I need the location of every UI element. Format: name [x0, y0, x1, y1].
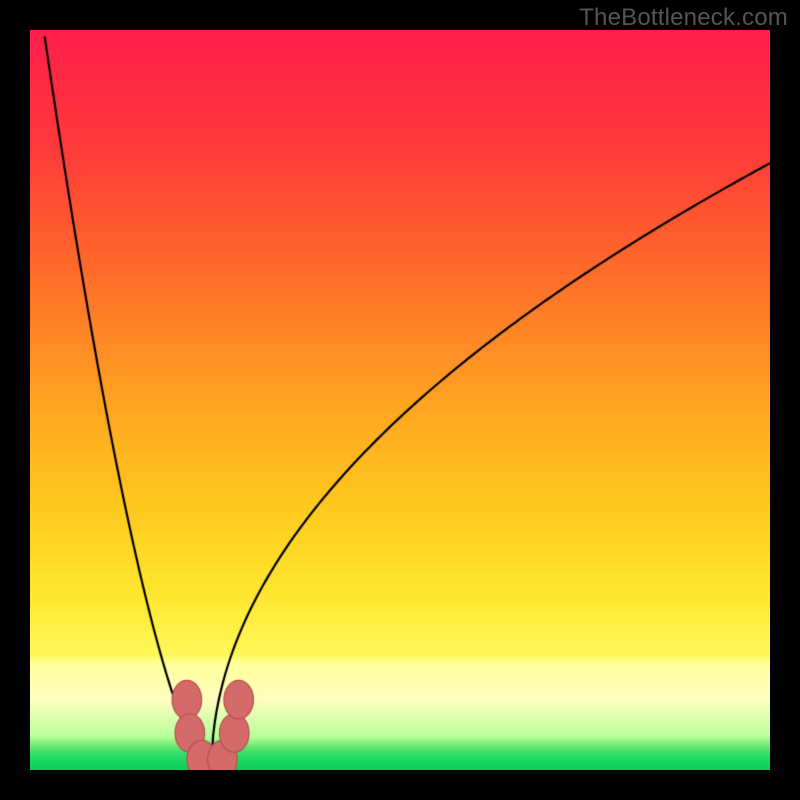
- watermark-text: TheBottleneck.com: [579, 4, 788, 32]
- bottleneck-curve-chart: [30, 30, 770, 770]
- plot-frame: [30, 30, 770, 770]
- chart-stage: TheBottleneck.com: [0, 0, 800, 800]
